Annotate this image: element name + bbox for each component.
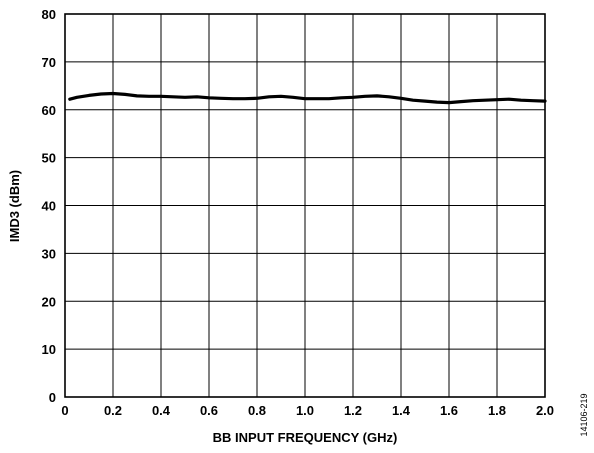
x-tick-label: 2.0: [536, 403, 554, 418]
figure-id: 14106-219: [579, 393, 589, 436]
plot-frame: [64, 13, 546, 398]
y-tick-label: 40: [42, 199, 56, 214]
x-tick-label: 1.2: [344, 403, 362, 418]
series-layer: [68, 91, 547, 105]
y-tick-label: 60: [42, 103, 56, 118]
x-tick-label: 0: [61, 403, 68, 418]
y-axis-title: IMD3 (dBm): [7, 170, 22, 242]
x-tick-label: 0.8: [248, 403, 266, 418]
x-tick-label: 0.6: [200, 403, 218, 418]
y-tick-label: 20: [42, 294, 56, 309]
y-tick-label: 80: [42, 7, 56, 22]
x-tick-label: 0.2: [104, 403, 122, 418]
x-tick-label: 1.6: [440, 403, 458, 418]
x-axis-title: BB INPUT FREQUENCY (GHz): [213, 430, 398, 445]
y-tick-label: 70: [42, 55, 56, 70]
imd3-series-line: [68, 91, 547, 105]
x-tick-label: 1.8: [488, 403, 506, 418]
y-tick-label: 50: [42, 151, 56, 166]
x-axis-ticks: 0 0.2 0.4 0.6 0.8 1.0 1.2 1.4 1.6 1.8 2.0: [61, 403, 554, 418]
y-tick-label: 10: [42, 342, 56, 357]
y-axis-ticks: 0 10 20 30 40 50 60 70 80: [42, 7, 56, 405]
grid: [65, 14, 545, 397]
x-tick-label: 1.4: [392, 403, 411, 418]
x-tick-label: 1.0: [296, 403, 314, 418]
y-tick-label: 30: [42, 246, 56, 261]
x-tick-label: 0.4: [152, 403, 171, 418]
y-tick-label: 0: [49, 390, 56, 405]
